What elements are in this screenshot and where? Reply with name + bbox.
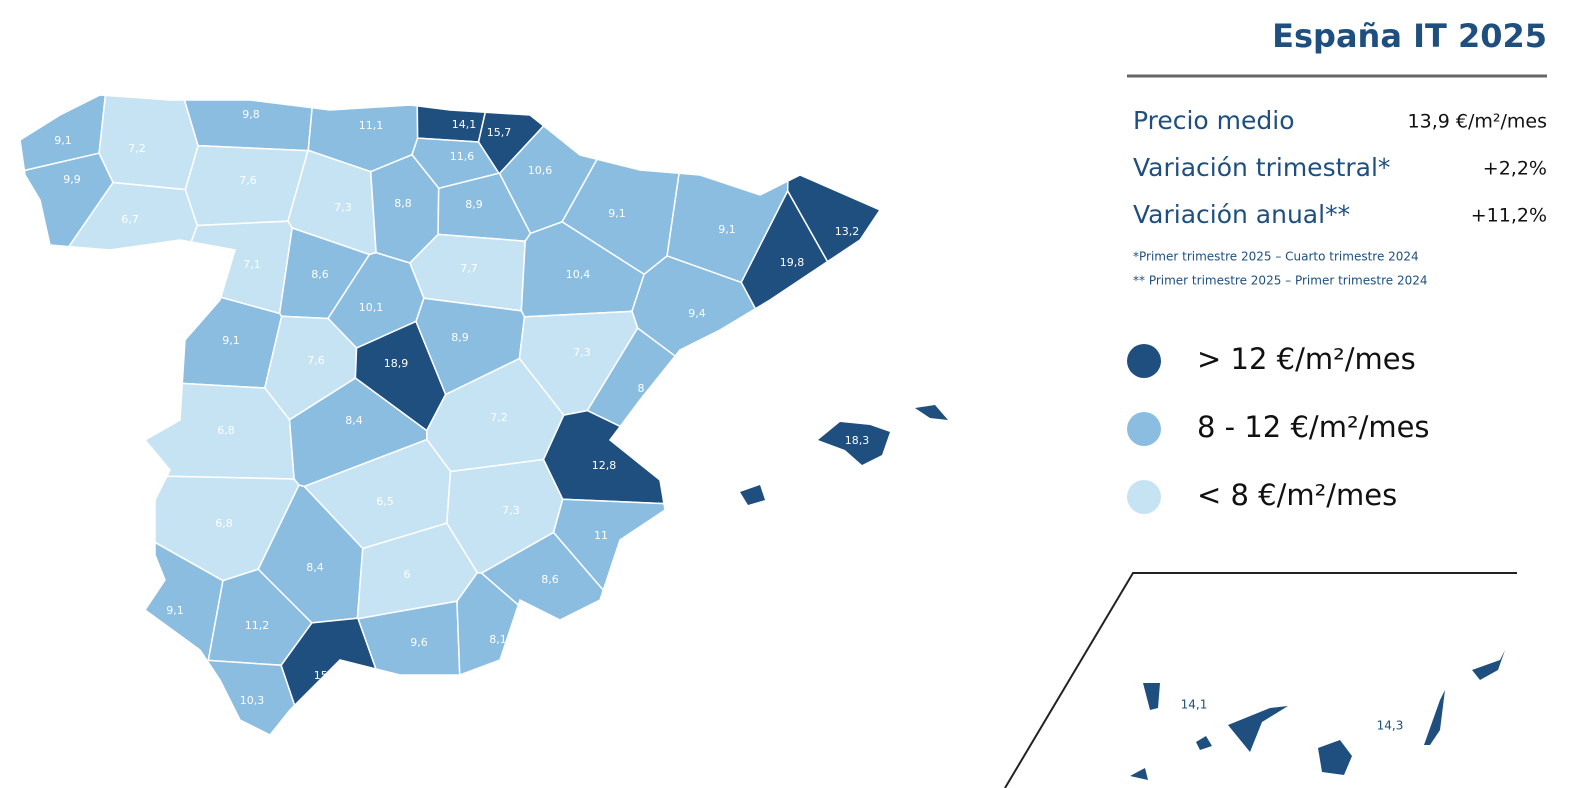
stats: Precio medio 13,9 €/m²/mes Variación trime…	[1133, 106, 1547, 229]
province-label: 8,6	[311, 268, 329, 281]
island	[1130, 768, 1148, 780]
province-label: 11,6	[450, 150, 475, 163]
province-label: 10,4	[566, 268, 591, 281]
province-label: 7,6	[307, 354, 325, 367]
province-label: 15,4	[314, 669, 339, 682]
province-label: 18,3	[845, 434, 870, 447]
stat-value: +11,2%	[1471, 205, 1547, 227]
province-label: 6	[404, 568, 411, 581]
island	[915, 405, 948, 420]
island	[740, 485, 765, 505]
province-label: 8,8	[394, 197, 412, 210]
province-label: 11,2	[245, 619, 270, 632]
island	[1196, 736, 1212, 750]
province-label: 9,1	[54, 134, 72, 147]
province-label: 8,9	[451, 331, 469, 344]
legend-swatch	[1127, 480, 1161, 514]
province-label: 7,3	[502, 504, 520, 517]
province-label: 10,3	[240, 694, 265, 707]
canary-label: 14,1	[1181, 698, 1208, 712]
legend-label: > 12 €/m²/mes	[1197, 342, 1416, 376]
province	[206, 659, 296, 736]
province	[98, 94, 199, 191]
province-label: 7,3	[573, 346, 591, 359]
province	[480, 531, 605, 621]
province	[456, 571, 520, 676]
stat-label: Variación anual**	[1133, 200, 1350, 229]
province-label: 7,3	[334, 201, 352, 214]
note: *Primer trimestre 2025 – Cuarto trimestr…	[1133, 250, 1419, 264]
stat-label: Variación trimestral*	[1133, 153, 1390, 182]
province-label: 8,4	[345, 414, 363, 427]
note: ** Primer trimestre 2025 – Primer trimes…	[1133, 274, 1428, 288]
province-label: 7,7	[460, 262, 478, 275]
province-label: 11	[594, 529, 608, 542]
province-label: 11,1	[359, 119, 384, 132]
province-label: 9,1	[608, 207, 626, 220]
province-label: 7,2	[490, 411, 508, 424]
stat-label: Precio medio	[1133, 106, 1295, 135]
province-label: 14,1	[452, 118, 477, 131]
province-label: 10,1	[359, 301, 384, 314]
province-label: 9,4	[688, 307, 706, 320]
province	[280, 617, 378, 707]
province-label: 9,9	[63, 173, 81, 186]
province-label: 9,6	[410, 636, 428, 649]
island	[1318, 740, 1352, 775]
province-label: 7,1	[243, 258, 261, 271]
title: España IT 2025	[1272, 17, 1547, 55]
stat-value: +2,2%	[1483, 158, 1547, 180]
province-label: 6,8	[217, 424, 235, 437]
map: 9,1 9,9 7,2 6,7 9,8 11,1 14,1 15,7 11,6 10,6 7,6 7,…	[19, 94, 1505, 780]
legend: > 12 €/m²/mes 8 - 12 €/m²/mes < 8 €/m²/mes	[1127, 342, 1430, 514]
province-label: 8,1	[489, 633, 507, 646]
island	[1424, 690, 1445, 745]
province-label: 9,1	[718, 223, 736, 236]
island	[1472, 650, 1505, 680]
legend-swatch	[1127, 344, 1161, 378]
province-label: 10,6	[528, 164, 553, 177]
province-label: 8	[638, 382, 645, 395]
province-label: 6,8	[215, 517, 233, 530]
legend-label: 8 - 12 €/m²/mes	[1197, 410, 1430, 444]
province-label: 6,5	[376, 495, 394, 508]
canary-label: 14,3	[1377, 719, 1404, 733]
province-label: 9,1	[166, 604, 184, 617]
legend-swatch	[1127, 412, 1161, 446]
canary-frame	[1004, 572, 1517, 788]
province-label: 8,6	[541, 573, 559, 586]
province-label: 8,4	[306, 561, 324, 574]
province-label: 15,7	[487, 126, 512, 139]
province-label: 18,9	[384, 357, 409, 370]
province-label: 6,7	[121, 213, 139, 226]
province-label: 7,6	[239, 174, 257, 187]
province	[190, 220, 293, 315]
stat-value: 13,9 €/m²/mes	[1408, 111, 1547, 133]
province-label: 9,1	[222, 334, 240, 347]
province-label: 8,9	[465, 198, 483, 211]
province-label: 19,8	[780, 256, 805, 269]
legend-label: < 8 €/m²/mes	[1197, 478, 1397, 512]
province-label: 7,2	[128, 142, 146, 155]
province-label: 9,8	[242, 108, 260, 121]
province-label: 13,2	[835, 225, 860, 238]
island	[1143, 683, 1160, 710]
province	[542, 409, 665, 505]
island	[818, 422, 890, 465]
island	[1228, 706, 1288, 752]
province-label: 12,8	[592, 459, 617, 472]
